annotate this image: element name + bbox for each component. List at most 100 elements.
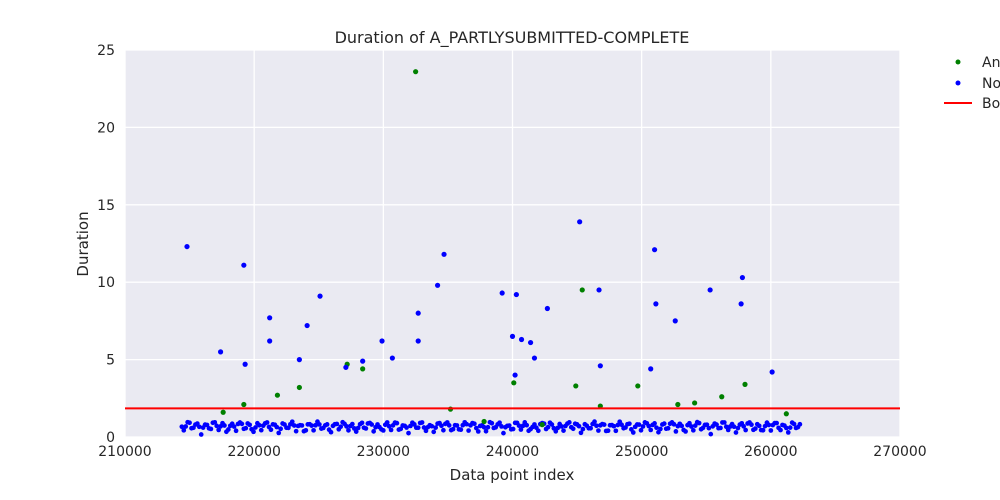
anomaly-point — [241, 401, 247, 408]
baseline-point — [689, 424, 694, 429]
baseline-band — [179, 419, 803, 437]
baseline-point — [338, 424, 344, 430]
anomaly-point — [579, 287, 585, 293]
baseline-point — [222, 423, 227, 428]
baseline-point — [415, 425, 421, 431]
baseline-point — [570, 426, 576, 432]
baseline-point — [247, 422, 252, 428]
baseline-point — [278, 426, 283, 432]
x-tick-label: 220000 — [227, 444, 280, 460]
baseline-point — [559, 424, 564, 429]
baseline-point — [535, 428, 541, 434]
anomaly-point — [413, 69, 419, 75]
x-tick-label: 250000 — [615, 444, 668, 460]
normal-point — [597, 363, 603, 369]
baseline-point — [431, 429, 437, 435]
baseline-point — [196, 424, 202, 430]
anomaly-point — [783, 411, 789, 417]
anomaly-point — [220, 409, 226, 415]
baseline-point — [289, 419, 295, 425]
legend-marker-no — [955, 80, 961, 86]
baseline-point — [580, 426, 586, 432]
baseline-point — [276, 430, 282, 436]
baseline-point — [760, 427, 766, 433]
anomaly-point — [511, 380, 517, 386]
baseline-point — [274, 424, 280, 430]
y-tick-label: 0 — [106, 430, 115, 446]
baseline-point — [520, 423, 526, 429]
baseline-point — [394, 420, 400, 426]
y-tick-label: 25 — [97, 43, 115, 59]
baseline-point — [638, 427, 644, 433]
normal-point — [544, 305, 550, 312]
baseline-point — [251, 429, 256, 435]
normal-point — [769, 369, 775, 375]
x-tick-label: 270000 — [873, 444, 926, 460]
baseline-point — [588, 425, 593, 431]
anomaly-point — [719, 394, 725, 400]
baseline-point — [594, 423, 599, 429]
normal-point — [651, 247, 658, 253]
normal-point — [739, 274, 746, 281]
baseline-point — [423, 428, 429, 434]
baseline-point — [179, 424, 185, 430]
normal-point — [434, 282, 441, 288]
baseline-point — [388, 427, 394, 433]
baseline-point — [264, 420, 270, 425]
anomaly-point — [692, 400, 698, 406]
legend-marker-an — [955, 59, 961, 65]
baseline-point — [369, 422, 375, 427]
baseline-point — [450, 426, 456, 432]
x-axis-label: Data point index — [450, 466, 575, 484]
baseline-point — [406, 430, 411, 436]
anomaly-point — [539, 422, 545, 428]
normal-point — [267, 338, 273, 344]
grid-lines — [124, 49, 901, 438]
baseline-point — [499, 424, 504, 429]
normal-point — [217, 349, 224, 355]
baseline-point — [783, 425, 789, 431]
baseline-point — [714, 422, 719, 427]
baseline-point — [501, 430, 506, 436]
baseline-point — [735, 425, 741, 431]
baseline-point — [741, 424, 747, 429]
baseline-point — [398, 426, 404, 432]
anomaly-point — [597, 403, 603, 409]
normal-point — [499, 290, 505, 296]
baseline-point — [334, 421, 340, 427]
baseline-point — [561, 428, 566, 433]
baseline-point — [359, 420, 365, 426]
baseline-point — [648, 427, 654, 433]
baseline-point — [704, 422, 710, 428]
y-tick-label: 15 — [97, 198, 115, 214]
baseline-point — [661, 421, 667, 426]
baseline-point — [317, 422, 322, 427]
baseline-point — [313, 422, 318, 428]
x-tick-label: 210000 — [98, 444, 151, 460]
baseline-point — [441, 427, 446, 433]
baseline-point — [762, 423, 768, 429]
normal-point — [317, 293, 323, 299]
baseline-point — [214, 423, 220, 429]
baseline-point — [429, 423, 435, 429]
baseline-point — [619, 422, 624, 428]
baseline-point — [239, 421, 245, 427]
baseline-point — [690, 427, 696, 433]
baseline-point — [439, 423, 444, 429]
baseline-point — [778, 427, 783, 433]
baseline-point — [497, 420, 502, 426]
baseline-point — [555, 425, 561, 431]
baseline-point — [231, 424, 237, 429]
baseline-point — [768, 428, 774, 433]
baseline-point — [253, 425, 258, 430]
baseline-point — [658, 426, 663, 432]
baseline-point — [433, 425, 438, 430]
normal-point — [296, 357, 302, 363]
baseline-point — [346, 427, 351, 433]
anomaly-point — [274, 392, 281, 398]
legend-label-bo: Bo — [982, 96, 1000, 112]
baseline-point — [683, 429, 688, 434]
baseline-point — [524, 422, 530, 428]
baseline-point — [183, 424, 189, 429]
normal-point — [379, 338, 385, 344]
